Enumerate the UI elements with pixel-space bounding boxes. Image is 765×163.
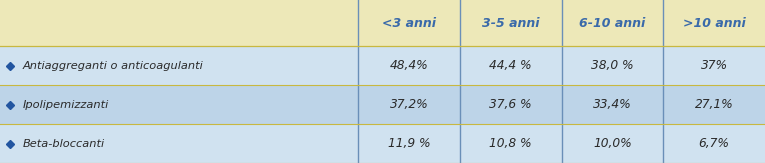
- Text: 48,4%: 48,4%: [389, 59, 428, 72]
- Text: <3 anni: <3 anni: [382, 17, 436, 30]
- Text: 6-10 anni: 6-10 anni: [579, 17, 646, 30]
- Bar: [0, 124, 765, 163]
- Text: 37,2%: 37,2%: [389, 98, 428, 111]
- Bar: [0, 46, 765, 85]
- Text: 3-5 anni: 3-5 anni: [482, 17, 539, 30]
- Text: 37,6 %: 37,6 %: [490, 98, 532, 111]
- Text: 6,7%: 6,7%: [698, 137, 730, 150]
- Text: Antiaggreganti o anticoagulanti: Antiaggreganti o anticoagulanti: [23, 61, 203, 71]
- Bar: [358, 0, 765, 46]
- Text: Beta-bloccanti: Beta-bloccanti: [23, 139, 105, 149]
- Text: 10,8 %: 10,8 %: [490, 137, 532, 150]
- Text: 38,0 %: 38,0 %: [591, 59, 633, 72]
- Text: 33,4%: 33,4%: [593, 98, 632, 111]
- Text: >10 anni: >10 anni: [682, 17, 746, 30]
- Bar: [0, 85, 765, 124]
- Text: 11,9 %: 11,9 %: [388, 137, 430, 150]
- Text: 37%: 37%: [701, 59, 728, 72]
- Text: 44,4 %: 44,4 %: [490, 59, 532, 72]
- Text: 27,1%: 27,1%: [695, 98, 734, 111]
- Bar: [0, 0, 358, 46]
- Text: Ipolipemizzanti: Ipolipemizzanti: [23, 100, 109, 110]
- Text: 10,0%: 10,0%: [593, 137, 632, 150]
